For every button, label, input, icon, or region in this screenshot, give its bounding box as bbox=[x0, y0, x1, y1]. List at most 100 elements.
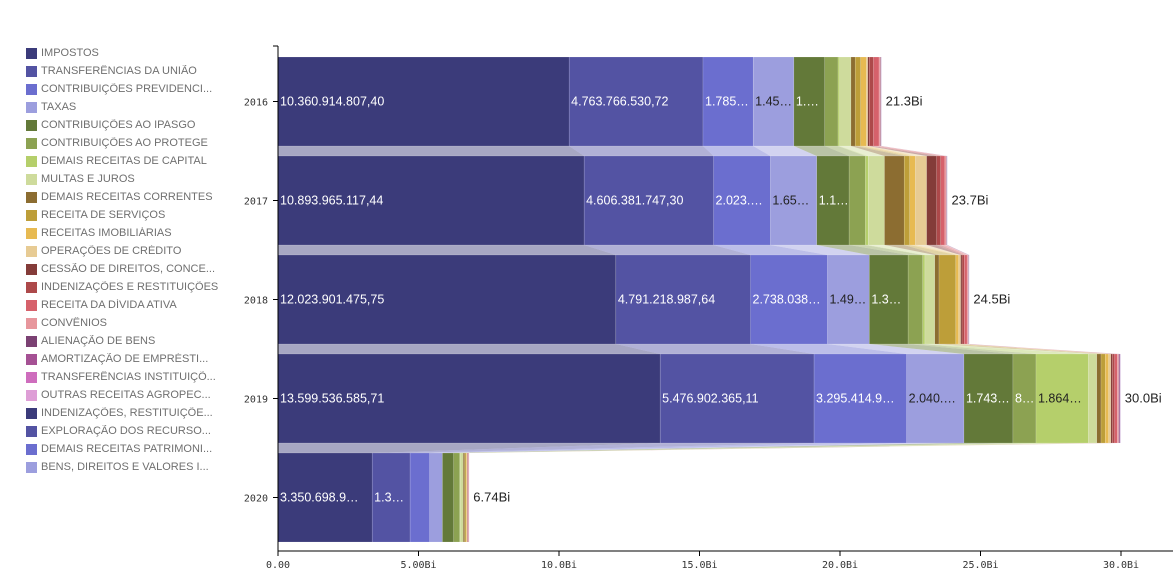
data-label: 1.49… bbox=[829, 293, 866, 307]
legend-item[interactable]: CONTRIBUIÇÕES PREVIDENCI... bbox=[26, 80, 226, 98]
bar-segment bbox=[961, 254, 965, 345]
connector-band bbox=[962, 344, 1115, 354]
connector-band bbox=[278, 443, 661, 453]
connector-band bbox=[924, 344, 1097, 354]
connector-band bbox=[464, 443, 1106, 453]
legend-swatch bbox=[26, 119, 37, 131]
legend-swatch bbox=[26, 227, 37, 239]
connector-band bbox=[460, 443, 1097, 453]
data-label: 12.023.901.475,75 bbox=[280, 293, 384, 307]
bar-segment bbox=[1112, 353, 1115, 444]
connector-band bbox=[469, 443, 1121, 453]
y-tick-label: 2019 bbox=[244, 395, 268, 406]
legend-item[interactable]: IMPOSTOS bbox=[26, 44, 226, 62]
legend-item[interactable]: CONVÊNIOS bbox=[26, 314, 226, 332]
bar-segment bbox=[659, 353, 815, 444]
legend-item[interactable]: RECEITA DE SERVIÇOS bbox=[26, 206, 226, 224]
legend-item[interactable]: TRANSFERÊNCIAS INSTITUIÇÕ... bbox=[26, 368, 226, 386]
bar-segment bbox=[464, 452, 467, 543]
connector-band bbox=[969, 344, 1121, 354]
legend-item[interactable]: OUTRAS RECEITAS AGROPEC... bbox=[26, 386, 226, 404]
data-label: 1.864… bbox=[1038, 392, 1082, 406]
legend-swatch bbox=[26, 353, 37, 365]
legend-item[interactable]: DEMAIS RECEITAS DE CAPITAL bbox=[26, 152, 226, 170]
connector-band bbox=[926, 245, 963, 255]
connector-band bbox=[915, 245, 961, 255]
data-label: 4.763.766.530,72 bbox=[571, 95, 668, 109]
legend-swatch bbox=[26, 407, 37, 419]
connector-band bbox=[866, 146, 927, 156]
data-label: 3.295.414.9… bbox=[816, 392, 895, 406]
bar-segment bbox=[867, 155, 885, 246]
legend-item[interactable]: INDENIZAÇÕES, RESTITUIÇÕE... bbox=[26, 404, 226, 422]
data-label: 13.599.536.585,71 bbox=[280, 392, 384, 406]
total-label: 6.74Bi bbox=[473, 490, 510, 505]
bar-segment bbox=[878, 56, 881, 147]
bar-segment bbox=[869, 56, 874, 147]
legend-swatch bbox=[26, 155, 37, 167]
legend-swatch bbox=[26, 425, 37, 437]
connector-band bbox=[881, 146, 948, 156]
legend-item[interactable]: INDENIZAÇÕES E RESTITUIÇÕES bbox=[26, 278, 226, 296]
legend-item[interactable]: MULTAS E JUROS bbox=[26, 170, 226, 188]
legend-item[interactable]: RECEITA DA DÍVIDA ATIVA bbox=[26, 296, 226, 314]
bar-segment bbox=[915, 155, 927, 246]
legend-item[interactable]: AMORTIZAÇÃO DE EMPRÉSTI... bbox=[26, 350, 226, 368]
bar-segment bbox=[1035, 353, 1089, 444]
bar-segment bbox=[940, 155, 946, 246]
legend-swatch bbox=[26, 83, 37, 95]
connector-band bbox=[615, 344, 815, 354]
bar-segment bbox=[568, 56, 704, 147]
bar-segment bbox=[1114, 353, 1118, 444]
legend-item[interactable]: TRANSFERÊNCIAS DA UNIÃO bbox=[26, 62, 226, 80]
data-label: 1.3… bbox=[871, 293, 901, 307]
chart-legend: IMPOSTOS TRANSFERÊNCIAS DA UNIÃO CONTRIBUI… bbox=[26, 44, 226, 476]
legend-item[interactable]: OPERAÇÕES DE CRÉDITO bbox=[26, 242, 226, 260]
legend-item[interactable]: TAXAS bbox=[26, 98, 226, 116]
connector-band bbox=[884, 245, 940, 255]
connector-band bbox=[881, 146, 948, 156]
data-label: 1.… bbox=[796, 95, 819, 109]
connector-band bbox=[908, 344, 1036, 354]
legend-item[interactable]: CONTRIBUIÇÕES AO PROTEGE bbox=[26, 134, 226, 152]
legend-item[interactable]: DEMAIS RECEITAS CORRENTES bbox=[26, 188, 226, 206]
data-label: 8… bbox=[1015, 392, 1034, 406]
connector-band bbox=[947, 245, 970, 255]
legend-item[interactable]: EXPLORAÇÃO DOS RECURSO... bbox=[26, 422, 226, 440]
y-tick-label: 2018 bbox=[244, 296, 268, 307]
bar-segment bbox=[860, 56, 867, 147]
bar-segment bbox=[867, 56, 870, 147]
connector-band bbox=[922, 344, 1089, 354]
connector-band bbox=[946, 245, 970, 255]
connector-band bbox=[958, 344, 1111, 354]
legend-item[interactable]: BENS, DIREITOS E VALORES I... bbox=[26, 458, 226, 476]
legend-item[interactable]: RECEITAS IMOBILIÁRIAS bbox=[26, 224, 226, 242]
connector-band bbox=[969, 344, 1121, 354]
connector-band bbox=[750, 344, 907, 354]
data-label: 3.350.698.9… bbox=[280, 491, 359, 505]
legend-swatch bbox=[26, 389, 37, 401]
legend-swatch bbox=[26, 137, 37, 149]
bar-segment bbox=[934, 254, 940, 345]
connector-band bbox=[947, 245, 970, 255]
connector-band bbox=[469, 443, 1121, 453]
connector-band bbox=[469, 443, 1121, 453]
bar-segment bbox=[906, 353, 965, 444]
legend-item[interactable]: CONTRIBUIÇÕES AO IPASGO bbox=[26, 116, 226, 134]
legend-item[interactable]: ALIENAÇÃO DE BENS bbox=[26, 332, 226, 350]
bar-segment bbox=[1096, 353, 1102, 444]
connector-band bbox=[839, 146, 885, 156]
legend-swatch bbox=[26, 335, 37, 347]
legend-item[interactable]: CESSÃO DE DIREITOS, CONCE... bbox=[26, 260, 226, 278]
connector-band bbox=[468, 443, 1119, 453]
connector-band bbox=[278, 146, 585, 156]
legend-item[interactable]: DEMAIS RECEITAS PATRIMONI... bbox=[26, 440, 226, 458]
bar-segment bbox=[702, 56, 754, 147]
bar-segment bbox=[813, 353, 907, 444]
bar-segment bbox=[465, 452, 468, 543]
connector-band bbox=[873, 146, 945, 156]
bar-segment bbox=[958, 254, 961, 345]
connector-band bbox=[467, 443, 1113, 453]
x-tick-label: 20.0Bi bbox=[822, 560, 858, 571]
legend-swatch bbox=[26, 65, 37, 77]
